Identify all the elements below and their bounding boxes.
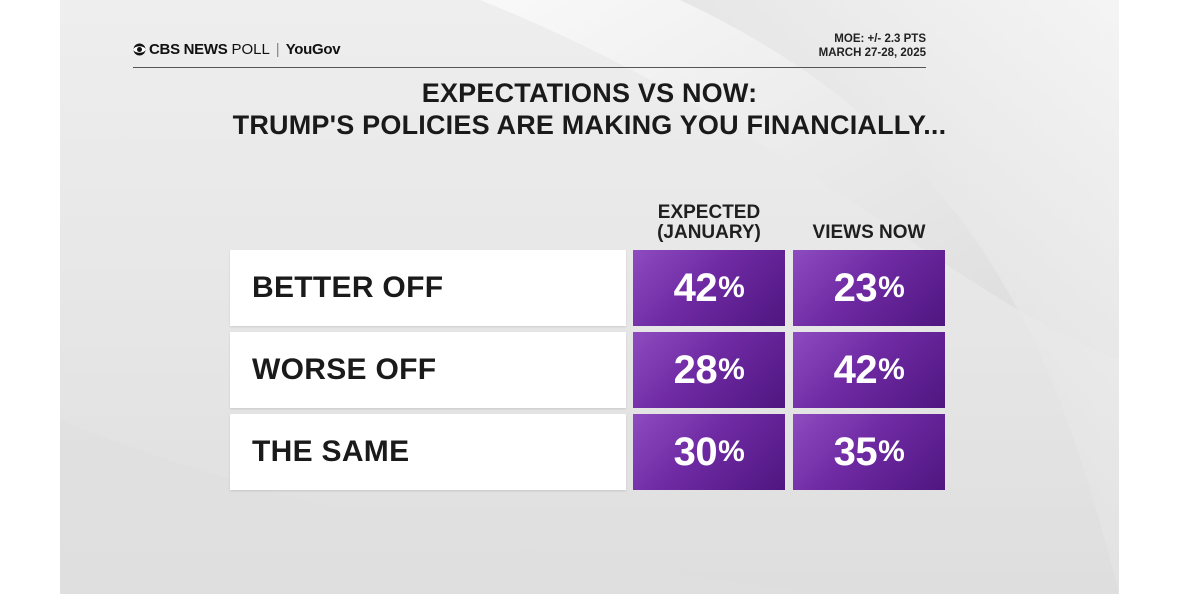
logo-partner: YouGov	[285, 41, 341, 58]
cell-expected-worse-off: 28%	[633, 332, 785, 408]
column-header-expected-line-2: (JANUARY)	[657, 222, 761, 243]
value-expected-the-same: 30	[673, 429, 718, 474]
percent-sign: %	[718, 353, 745, 386]
cell-expected-better-off: 42%	[633, 250, 785, 326]
percent-sign: %	[718, 435, 745, 468]
cell-now-worse-off: 42%	[793, 332, 945, 408]
percent-sign: %	[878, 353, 905, 386]
row-label-the-same: THE SAME	[230, 414, 626, 490]
value-expected-worse-off: 28	[673, 347, 718, 392]
chart-title-line-2: TRUMP'S POLICIES ARE MAKING YOU FINANCIA…	[232, 110, 947, 140]
logo-poll: POLL	[231, 41, 270, 58]
column-header-expected: EXPECTED (JANUARY)	[633, 203, 785, 243]
value-now-better-off: 23	[833, 265, 878, 310]
column-header-expected-line-1: EXPECTED	[657, 202, 761, 223]
column-header-now: VIEWS NOW	[812, 222, 926, 243]
row-label-worse-off: WORSE OFF	[230, 332, 626, 408]
row-label-better-off: BETTER OFF	[230, 250, 626, 326]
poll-date: MARCH 27-28, 2025	[818, 47, 926, 59]
percent-sign: %	[718, 271, 745, 304]
value-expected-better-off: 42	[673, 265, 718, 310]
margin-of-error: MOE: +/- 2.3 PTS	[834, 33, 926, 45]
percent-sign: %	[878, 271, 905, 304]
logo-brand: CBS NEWS	[149, 41, 228, 58]
cbs-yougov-logo: CBS NEWS POLL | YouGov	[133, 41, 341, 58]
background-swoosh	[60, 0, 1119, 594]
cell-expected-the-same: 30%	[633, 414, 785, 490]
logo-separator: |	[275, 41, 280, 58]
cell-now-better-off: 23%	[793, 250, 945, 326]
value-now-worse-off: 42	[833, 347, 878, 392]
cbs-eye-icon	[133, 43, 146, 56]
header-divider	[133, 67, 926, 68]
value-now-the-same: 35	[833, 429, 878, 474]
cell-now-the-same: 35%	[793, 414, 945, 490]
percent-sign: %	[878, 435, 905, 468]
chart-title-line-1: EXPECTATIONS VS NOW:	[421, 78, 758, 108]
poll-meta: MOE: +/- 2.3 PTS MARCH 27-28, 2025	[819, 32, 926, 60]
